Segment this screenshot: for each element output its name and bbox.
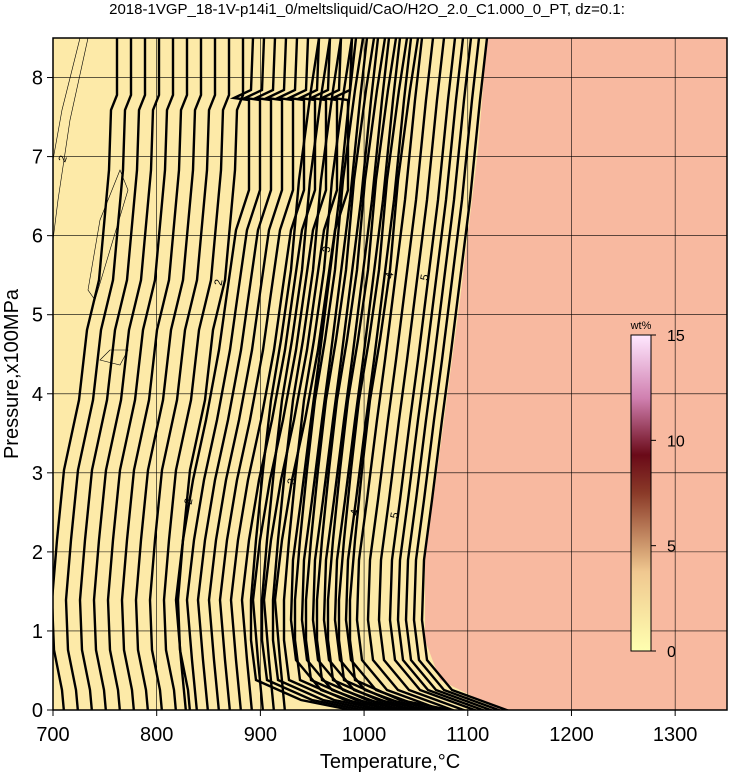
colorbar <box>630 334 652 652</box>
y-axis-label: Pressure,x100MPa <box>1 288 23 459</box>
y-tick-label: 3 <box>32 463 43 485</box>
contour-line-thin <box>53 38 89 241</box>
contour-label: 4 <box>349 508 362 516</box>
contour-line-thin <box>99 349 129 366</box>
contour-label: 3 <box>286 477 299 485</box>
y-tick-label: 6 <box>32 226 43 248</box>
colorbar-tick-label: 5 <box>667 539 676 556</box>
contour-line <box>348 38 457 710</box>
colorbar-tick-label: 15 <box>667 328 685 345</box>
y-tick-label: 8 <box>32 68 43 90</box>
y-tick-label: 2 <box>32 542 43 564</box>
y-tick-label: 5 <box>32 305 43 327</box>
x-axis-label: Temperature,°C <box>320 751 460 773</box>
y-tick-label: 7 <box>32 147 43 169</box>
y-tick-label: 1 <box>32 621 43 643</box>
colorbar-tick-label: 0 <box>667 644 676 661</box>
contour-field <box>53 38 727 710</box>
contour-label: 2 <box>213 278 226 286</box>
x-tick-label: 700 <box>36 724 69 746</box>
x-tick-label: 800 <box>140 724 173 746</box>
x-tick-label: 1200 <box>549 724 594 746</box>
colorbar-tick-label: 10 <box>667 433 685 450</box>
contour-label: 2 <box>183 497 196 505</box>
x-tick-label: 900 <box>244 724 277 746</box>
chart-title: 2018-1VGP_18-1V-p14i1_0/meltsliquid/CaO/… <box>109 1 625 18</box>
contour-label: 5 <box>389 511 402 519</box>
contour-label: 3 <box>321 245 334 253</box>
contour-line <box>388 38 479 710</box>
x-tick-label: 1100 <box>446 724 489 746</box>
colorbar-ticks: 0 5 10 15 <box>651 328 685 661</box>
contour-label: 2 <box>56 154 69 164</box>
contour-label: 4 <box>384 271 397 279</box>
plot-frame <box>52 37 728 711</box>
contour-label: 5 <box>419 273 432 281</box>
y-tick-label: 4 <box>32 384 43 406</box>
x-tick-label: 1000 <box>342 724 387 746</box>
y-tick-label: 0 <box>32 700 43 722</box>
colorbar-label: wt% <box>630 320 652 332</box>
contour-line-thin <box>53 38 81 161</box>
x-tick-label: 1300 <box>653 724 698 746</box>
contour-line <box>273 38 354 710</box>
